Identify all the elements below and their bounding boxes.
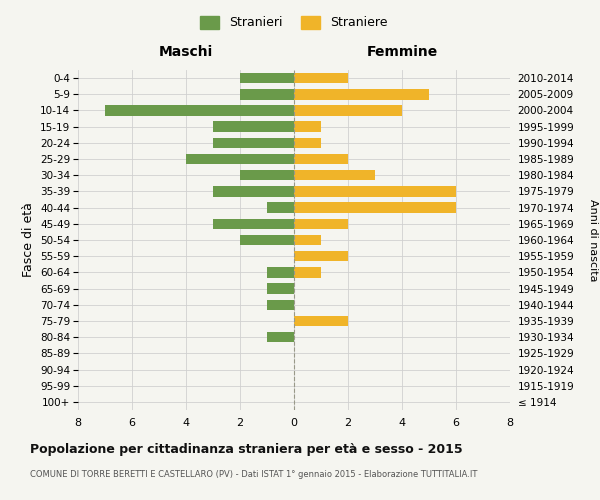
Bar — [267, 267, 294, 278]
Bar — [213, 138, 294, 148]
Bar — [294, 89, 429, 100]
Bar — [240, 234, 294, 246]
Bar — [294, 138, 321, 148]
Bar — [294, 234, 321, 246]
Bar — [213, 218, 294, 229]
Bar — [294, 186, 456, 196]
Text: Popolazione per cittadinanza straniera per età e sesso - 2015: Popolazione per cittadinanza straniera p… — [30, 442, 463, 456]
Bar — [294, 251, 348, 262]
Bar — [294, 122, 321, 132]
Bar — [294, 267, 321, 278]
Bar — [294, 218, 348, 229]
Bar — [240, 73, 294, 84]
Bar — [267, 332, 294, 342]
Bar — [294, 105, 402, 116]
Bar — [267, 202, 294, 213]
Bar — [213, 122, 294, 132]
Bar — [213, 186, 294, 196]
Bar — [294, 170, 375, 180]
Y-axis label: Anni di nascita: Anni di nascita — [588, 198, 598, 281]
Y-axis label: Fasce di età: Fasce di età — [22, 202, 35, 278]
Bar — [267, 284, 294, 294]
Text: COMUNE DI TORRE BERETTI E CASTELLARO (PV) - Dati ISTAT 1° gennaio 2015 - Elabora: COMUNE DI TORRE BERETTI E CASTELLARO (PV… — [30, 470, 478, 479]
Bar — [267, 300, 294, 310]
Bar — [240, 170, 294, 180]
Bar — [294, 202, 456, 213]
Bar — [294, 316, 348, 326]
Text: Femmine: Femmine — [367, 44, 437, 59]
Bar — [186, 154, 294, 164]
Bar — [240, 89, 294, 100]
Bar — [294, 73, 348, 84]
Text: Maschi: Maschi — [159, 44, 213, 59]
Bar — [294, 154, 348, 164]
Legend: Stranieri, Straniere: Stranieri, Straniere — [197, 12, 391, 33]
Bar — [105, 105, 294, 116]
